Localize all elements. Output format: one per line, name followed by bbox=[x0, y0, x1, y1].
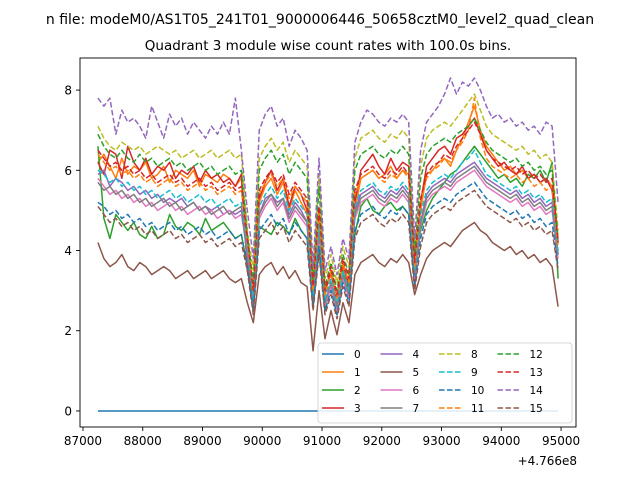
series-line-13 bbox=[97, 121, 559, 296]
y-tick-label: 4 bbox=[64, 244, 72, 258]
x-tick-label: 92000 bbox=[363, 434, 401, 448]
legend-label-9: 9 bbox=[471, 367, 478, 379]
legend-label-3: 3 bbox=[354, 403, 361, 415]
x-tick-label: 90000 bbox=[243, 434, 281, 448]
series-line-9 bbox=[97, 149, 559, 304]
legend-box bbox=[317, 342, 573, 424]
y-tick-label: 6 bbox=[64, 164, 72, 178]
legend-label-10: 10 bbox=[471, 385, 484, 397]
x-axis: 87000 88000 89000 90000 91000 92000 93000 94000… bbox=[64, 427, 580, 448]
legend-label-15: 15 bbox=[530, 403, 543, 415]
series-line-12 bbox=[97, 117, 559, 292]
x-tick-label: 87000 bbox=[64, 434, 102, 448]
legend-label-4: 4 bbox=[413, 349, 420, 361]
series-line-14 bbox=[97, 77, 559, 276]
axes-frame bbox=[79, 57, 577, 428]
x-tick-label: 89000 bbox=[183, 434, 221, 448]
x-axis-offset-label: +4.766e8 bbox=[518, 454, 577, 468]
legend-label-1: 1 bbox=[354, 367, 361, 379]
legend-label-2: 2 bbox=[354, 385, 361, 397]
legend-label-6: 6 bbox=[413, 385, 420, 397]
y-tick-label: 2 bbox=[64, 324, 72, 338]
x-tick-label: 88000 bbox=[124, 434, 162, 448]
x-tick-label: 95000 bbox=[542, 434, 580, 448]
y-tick-label: 8 bbox=[64, 84, 72, 98]
legend-label-11: 11 bbox=[471, 403, 484, 415]
series-line-10 bbox=[97, 181, 559, 316]
figure-suptitle: n file: modeM0/AS1T05_241T01_9000006446_… bbox=[46, 12, 594, 28]
y-tick-label: 0 bbox=[64, 404, 72, 418]
legend-label-8: 8 bbox=[471, 349, 478, 361]
x-tick-label: 91000 bbox=[303, 434, 341, 448]
legend-label-0: 0 bbox=[354, 349, 361, 361]
series-line-5 bbox=[97, 221, 559, 352]
series-layer bbox=[97, 77, 559, 412]
chart-title: Quadrant 3 module wise count rates with … bbox=[145, 38, 511, 54]
legend-label-7: 7 bbox=[413, 403, 420, 415]
legend-label-14: 14 bbox=[530, 385, 544, 397]
series-line-6 bbox=[97, 169, 559, 312]
legend-label-13: 13 bbox=[530, 367, 543, 379]
y-axis: 0 2 4 6 8 bbox=[64, 84, 80, 418]
plot-area: 87000 88000 89000 90000 91000 92000 93000 94000… bbox=[64, 57, 580, 468]
series-line-7 bbox=[97, 165, 559, 308]
legend-label-5: 5 bbox=[413, 367, 420, 379]
series-line-8 bbox=[97, 93, 559, 284]
legend-label-12: 12 bbox=[530, 349, 543, 361]
x-tick-label: 93000 bbox=[422, 434, 460, 448]
x-tick-label: 94000 bbox=[482, 434, 520, 448]
